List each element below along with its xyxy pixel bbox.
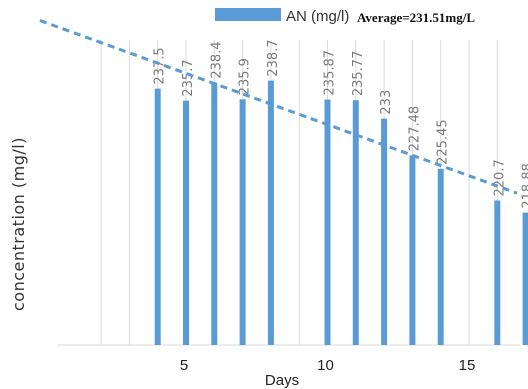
bar [183, 100, 189, 346]
bar [324, 99, 331, 346]
y-axis-label: concentration (mg/l) [9, 137, 28, 311]
x-tick-label: 5 [180, 357, 188, 374]
data-labels: 237.5 235.7 238.4 235.9 238.7 235.87 235.77 233… [153, 39, 528, 209]
legend: AN (mg/l) [215, 8, 349, 25]
x-axis-ticks: 5 10 15 [180, 357, 476, 374]
bar [211, 82, 218, 345]
data-label: 225.45 [436, 119, 451, 165]
data-label: 238.7 [266, 39, 281, 76]
bar [239, 99, 246, 346]
bar [494, 200, 501, 345]
average-annotation: Average=231.51mg/L [357, 10, 475, 25]
x-tick-label: 15 [459, 357, 476, 374]
bar [437, 168, 444, 345]
x-tick-label: 10 [317, 357, 334, 374]
data-label: 237.5 [153, 47, 168, 84]
data-label: 227.48 [407, 106, 422, 152]
data-label: 235.7 [181, 59, 196, 96]
trendline [39, 19, 518, 195]
data-label: 233 [379, 90, 394, 115]
bars [154, 80, 528, 346]
data-label: 218.88 [521, 163, 528, 209]
gridlines [58, 40, 520, 346]
data-label: 238.4 [209, 41, 224, 78]
bar [267, 80, 274, 345]
legend-label: AN (mg/l) [286, 8, 349, 25]
data-label: 235.9 [238, 58, 253, 95]
bar [522, 212, 528, 345]
legend-swatch [215, 8, 281, 21]
bar [154, 88, 161, 345]
data-label: 220.7 [492, 159, 507, 196]
data-label: 235.77 [351, 51, 366, 97]
bar [409, 155, 416, 345]
bar [352, 100, 359, 345]
data-label: 235.87 [323, 50, 338, 96]
bar [381, 118, 388, 345]
x-axis-label: Days [265, 372, 299, 389]
